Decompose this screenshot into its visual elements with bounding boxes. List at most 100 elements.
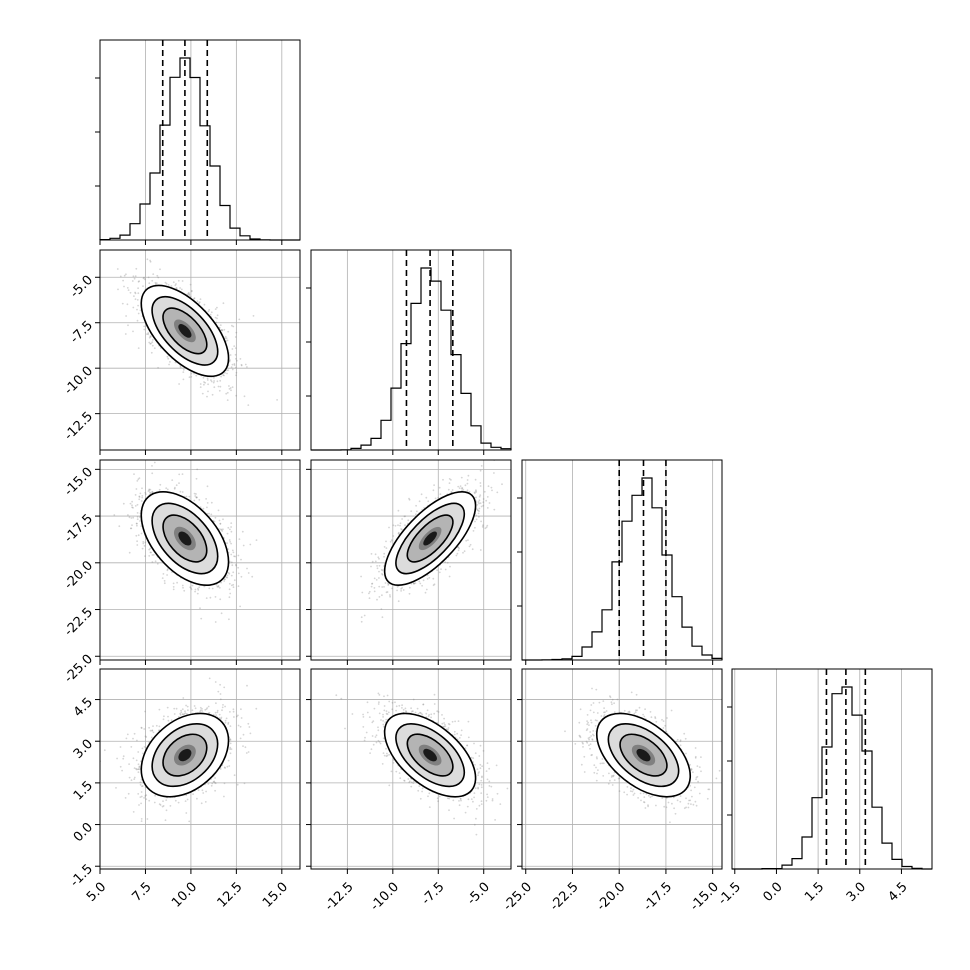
- scatter-point: [136, 540, 139, 543]
- scatter-point: [148, 488, 151, 491]
- scatter-point: [132, 275, 135, 278]
- scatter-point: [151, 472, 154, 475]
- scatter-point: [124, 333, 127, 335]
- scatter-point: [484, 527, 487, 530]
- scatter-point: [422, 579, 425, 582]
- scatter-point: [476, 509, 479, 511]
- scatter-point: [177, 279, 180, 282]
- scatter-point: [217, 509, 220, 512]
- scatter-point: [226, 542, 229, 545]
- scatter-point: [234, 353, 237, 356]
- scatter-point: [404, 515, 406, 518]
- scatter-point: [134, 291, 137, 294]
- scatter-point: [210, 311, 213, 314]
- scatter-point: [465, 539, 468, 542]
- scatter-point: [147, 490, 150, 492]
- scatter-point: [381, 586, 384, 588]
- scatter-point: [166, 574, 169, 576]
- scatter-point: [200, 617, 203, 620]
- scatter-point: [403, 515, 406, 518]
- scatter-point: [234, 347, 237, 349]
- scatter-point: [444, 568, 447, 571]
- scatter-point: [368, 590, 371, 593]
- scatter-point: [235, 331, 238, 334]
- scatter-point: [476, 504, 479, 506]
- scatter-point: [146, 333, 148, 335]
- scatter-point: [122, 279, 124, 282]
- scatter-point: [234, 336, 237, 338]
- scatter-point: [133, 473, 135, 475]
- scatter-point: [166, 355, 169, 358]
- scatter-point: [175, 287, 178, 289]
- scatter-point: [218, 519, 221, 522]
- scatter-point: [166, 488, 169, 491]
- scatter-point: [199, 386, 202, 388]
- scatter-point: [199, 383, 202, 385]
- scatter-point: [478, 510, 480, 512]
- scatter-point: [129, 502, 132, 505]
- scatter-point: [195, 477, 198, 480]
- scatter-point: [191, 584, 194, 587]
- scatter-point: [138, 495, 141, 498]
- scatter-point: [125, 273, 127, 276]
- scatter-point: [216, 585, 219, 588]
- scatter-point: [159, 268, 161, 271]
- scatter-point: [228, 539, 231, 541]
- scatter-point: [397, 531, 400, 534]
- scatter-point: [122, 502, 125, 505]
- scatter-point: [237, 554, 240, 557]
- scatter-point: [235, 374, 238, 377]
- scatter-point: [139, 309, 142, 312]
- scatter-point: [210, 380, 213, 383]
- scatter-point: [226, 339, 229, 342]
- scatter-point: [119, 275, 122, 278]
- scatter-point: [230, 526, 233, 528]
- scatter-point: [228, 618, 230, 621]
- scatter-point: [189, 586, 192, 589]
- scatter-point: [478, 507, 481, 510]
- scatter-point: [227, 526, 230, 529]
- scatter-point: [458, 547, 460, 550]
- scatter-point: [149, 488, 152, 491]
- scatter-point: [181, 473, 184, 475]
- scatter-point: [450, 479, 452, 481]
- scatter-point: [244, 363, 247, 366]
- scatter-point: [203, 303, 206, 306]
- scatter-point: [397, 524, 399, 527]
- scatter-point: [230, 366, 233, 368]
- scatter-point: [144, 555, 146, 557]
- scatter-point: [188, 376, 191, 379]
- scatter-point: [232, 325, 235, 328]
- scatter-point: [132, 516, 135, 519]
- scatter-point: [180, 288, 183, 291]
- scatter-point: [157, 366, 160, 369]
- scatter-point: [214, 308, 217, 310]
- scatter-point: [416, 510, 418, 513]
- scatter-point: [222, 528, 224, 531]
- scatter-point: [198, 301, 201, 304]
- scatter-point: [171, 479, 174, 481]
- scatter-point: [116, 268, 119, 270]
- scatter-point: [147, 276, 150, 279]
- scatter-point: [228, 588, 231, 591]
- panel-grid: [734, 669, 902, 869]
- scatter-point: [182, 368, 185, 371]
- scatter-point: [118, 525, 121, 528]
- scatter-point: [444, 561, 447, 564]
- scatter-point: [206, 379, 209, 381]
- scatter-point: [136, 518, 139, 521]
- scatter-point: [239, 605, 242, 608]
- scatter-point: [229, 387, 232, 389]
- scatter-point: [235, 357, 237, 360]
- scatter-point: [182, 378, 185, 381]
- scatter-point: [479, 549, 482, 551]
- scatter-point: [229, 354, 232, 356]
- scatter-point: [147, 333, 150, 336]
- scatter-point: [135, 522, 138, 525]
- scatter-point: [404, 524, 406, 527]
- scatter-point: [216, 380, 219, 383]
- scatter-point: [154, 281, 157, 284]
- scatter-point: [458, 487, 461, 489]
- scatter-point: [174, 284, 177, 287]
- scatter-point: [469, 543, 472, 546]
